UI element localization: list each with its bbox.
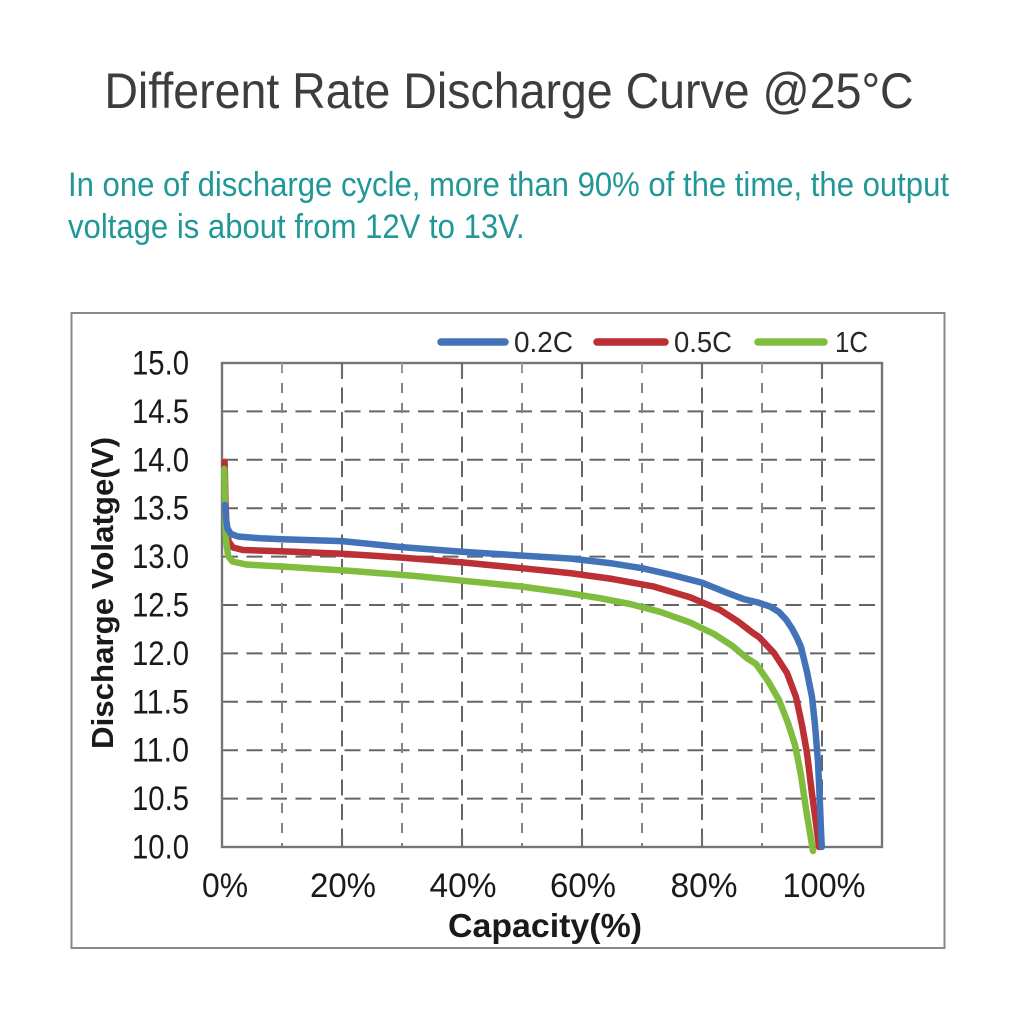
svg-text:11.5: 11.5: [132, 683, 189, 721]
svg-text:14.5: 14.5: [132, 393, 189, 431]
svg-text:Capacity(%): Capacity(%): [448, 907, 642, 944]
svg-text:10.0: 10.0: [132, 829, 189, 867]
svg-text:80%: 80%: [671, 867, 738, 905]
svg-text:1C: 1C: [835, 327, 868, 359]
svg-text:11.0: 11.0: [132, 732, 189, 770]
svg-text:0.2C: 0.2C: [514, 327, 573, 359]
svg-text:12.5: 12.5: [132, 587, 189, 625]
svg-text:15.0: 15.0: [132, 345, 189, 383]
svg-text:0.5C: 0.5C: [674, 327, 732, 359]
svg-text:Discharge Volatge(V): Discharge Volatge(V): [85, 437, 120, 749]
svg-text:13.5: 13.5: [132, 490, 189, 528]
svg-text:20%: 20%: [310, 867, 376, 905]
svg-text:10.5: 10.5: [132, 780, 189, 818]
svg-text:12.0: 12.0: [132, 635, 189, 673]
svg-text:14.0: 14.0: [132, 441, 189, 479]
svg-text:40%: 40%: [430, 867, 497, 905]
svg-text:13.0: 13.0: [132, 538, 189, 576]
svg-text:100%: 100%: [783, 867, 866, 905]
svg-text:0%: 0%: [202, 867, 248, 905]
svg-text:60%: 60%: [550, 867, 616, 905]
